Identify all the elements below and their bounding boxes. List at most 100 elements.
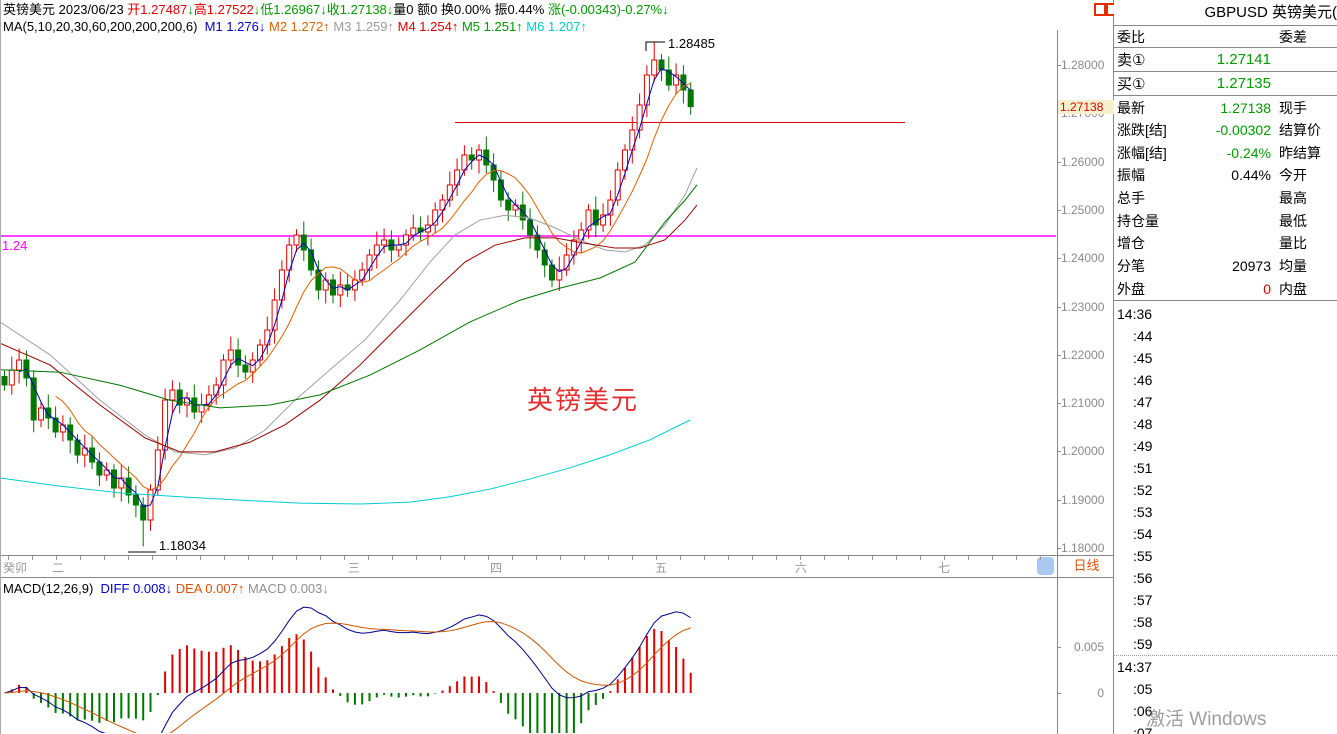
stat-right-label: 昨结算: [1279, 144, 1321, 161]
stat-label: 增仓: [1117, 235, 1145, 252]
ma-header-segment: MA(5,10,20,30,60,200,200,200,6): [3, 19, 205, 34]
time-list-item[interactable]: :53: [1133, 504, 1153, 520]
stat-value: 20973: [1232, 257, 1271, 274]
x-axis-tick: [8, 556, 9, 560]
x-axis-tick: [632, 556, 633, 560]
time-list-item[interactable]: :49: [1133, 438, 1153, 454]
stat-label: 外盘: [1117, 280, 1145, 297]
time-list-item[interactable]: :45: [1133, 350, 1153, 366]
tick-time-list[interactable]: 14:36 :44 :45 :46 :47 :48 :49 :51 :52 :53 :54 :55 :5…: [1114, 301, 1337, 734]
time-list-item[interactable]: :58: [1133, 614, 1153, 630]
scrollbar-thumb[interactable]: [1037, 557, 1054, 575]
stat-value: 0: [1263, 280, 1271, 297]
period-selector[interactable]: 日线: [1057, 556, 1115, 577]
ma-header-segment: M4 1.254↑: [397, 19, 462, 34]
time-list-item[interactable]: :48: [1133, 416, 1153, 432]
stats-row: 振幅 0.44% 今开: [1114, 165, 1337, 186]
bid-row[interactable]: 买① 1.27135: [1114, 72, 1337, 96]
quote-panel-title: GBPUSD 英镑美元(: [1114, 0, 1337, 26]
x-axis-tick: [176, 556, 177, 560]
x-axis-tick: [392, 556, 393, 560]
high-price-annotation: 1.28485: [668, 36, 715, 51]
price-axis-label: 1.28000: [1061, 58, 1105, 72]
price-axis-label: 1.21000: [1061, 396, 1105, 411]
x-axis-tick: [728, 556, 729, 560]
macd-header-line: MACD(12,26,9) DIFF 0.008↓ DEA 0.007↑ MAC…: [3, 581, 329, 596]
stats-row: 增仓 量比: [1114, 233, 1337, 254]
x-axis-tick: [248, 556, 249, 560]
x-axis-tick: [344, 556, 345, 560]
price-axis-tick: [1057, 548, 1061, 549]
time-list-item[interactable]: :47: [1133, 394, 1153, 410]
macd-header-segment: MACD(12,26,9): [3, 581, 101, 596]
x-axis-tick: [776, 556, 777, 560]
x-axis-tick: [896, 556, 897, 560]
weibi-label: 委比: [1117, 28, 1145, 45]
x-axis-tick: [608, 556, 609, 560]
time-list-item[interactable]: :54: [1133, 526, 1153, 542]
x-axis-tick: [584, 556, 585, 560]
time-list-item[interactable]: :06: [1133, 703, 1153, 719]
quote-header-segment: ↓: [386, 2, 394, 17]
time-list-item[interactable]: :05: [1133, 681, 1153, 697]
x-axis-tick: [680, 556, 681, 560]
ask-price: 1.27141: [1216, 51, 1271, 68]
x-axis-label: 四: [490, 561, 503, 575]
stats-table: 最新 1.27138 现手 涨跌[结] -0.00302 结算价 涨幅[结] -0.24% 昨结…: [1114, 96, 1337, 301]
quote-header-segment: 高1.27522: [193, 2, 254, 17]
stat-right-label: 最低: [1279, 212, 1307, 229]
stat-right-label: 今开: [1279, 167, 1307, 184]
stat-label: 持仓量: [1117, 212, 1159, 229]
time-list-item[interactable]: :51: [1133, 460, 1153, 476]
time-list-item[interactable]: :59: [1133, 636, 1153, 652]
stats-row: 涨幅[结] -0.24% 昨结算: [1114, 142, 1337, 163]
time-list-item[interactable]: :44: [1133, 328, 1153, 344]
stat-value: -0.00302: [1215, 122, 1271, 139]
time-list-item[interactable]: :07: [1133, 725, 1153, 734]
time-list-item[interactable]: 14:37: [1117, 659, 1153, 675]
x-axis-tick: [464, 556, 465, 560]
x-axis-tick: [32, 556, 33, 560]
price-axis-tick: [1057, 65, 1061, 66]
x-axis-tick: [992, 556, 993, 560]
x-axis-tick: [872, 556, 873, 560]
weibi-row: 委比 委差: [1114, 26, 1337, 48]
left-border: [0, 0, 1, 734]
price-axis-tick: [1057, 499, 1061, 501]
ma-header-segment: M5 1.251↑: [461, 19, 527, 34]
macd-axis-tick: [1057, 693, 1061, 694]
time-list-item[interactable]: :55: [1133, 548, 1153, 564]
price-axis-label: 1.18000: [1061, 541, 1105, 555]
ask-row[interactable]: 卖① 1.27141: [1114, 48, 1337, 72]
weicha-label: 委差: [1279, 28, 1307, 45]
stat-label: 振幅: [1117, 167, 1145, 184]
quote-header-segment: 开1.27487: [127, 2, 188, 17]
x-axis-tick: [968, 556, 969, 560]
x-axis-tick: [848, 556, 849, 560]
last-price-badge: 1.27138: [1058, 100, 1114, 114]
x-axis-label: 五: [655, 561, 668, 575]
low-price-annotation: 1.18034: [159, 538, 206, 553]
x-axis-tick: [152, 556, 153, 560]
time-list-item[interactable]: :52: [1133, 482, 1153, 498]
stats-row: 最新 1.27138 现手: [1114, 97, 1337, 118]
time-list-item[interactable]: :46: [1133, 372, 1153, 388]
ask-label: 卖①: [1117, 52, 1146, 69]
time-list-item[interactable]: :57: [1133, 592, 1153, 608]
x-axis-tick: [224, 556, 225, 560]
stat-right-label: 现手: [1279, 99, 1307, 116]
macd-axis-tick: [1057, 647, 1061, 648]
trendline-price-label: 1.24: [2, 238, 28, 253]
time-axis[interactable]: 日线 癸卯 二 三 四 五 六 七: [0, 555, 1115, 578]
x-axis-tick: [440, 556, 441, 560]
x-axis-tick: [320, 556, 321, 560]
x-axis-label: 七: [938, 561, 951, 575]
time-list-item[interactable]: :56: [1133, 570, 1153, 586]
ma-header-segment: M3 1.259↑: [333, 19, 398, 34]
price-axis-border: [1057, 30, 1058, 734]
stat-right-label: 均量: [1279, 257, 1307, 274]
macd-header-segment: DIFF 0.008↓: [100, 581, 176, 596]
time-list-item[interactable]: 14:36: [1117, 306, 1153, 322]
